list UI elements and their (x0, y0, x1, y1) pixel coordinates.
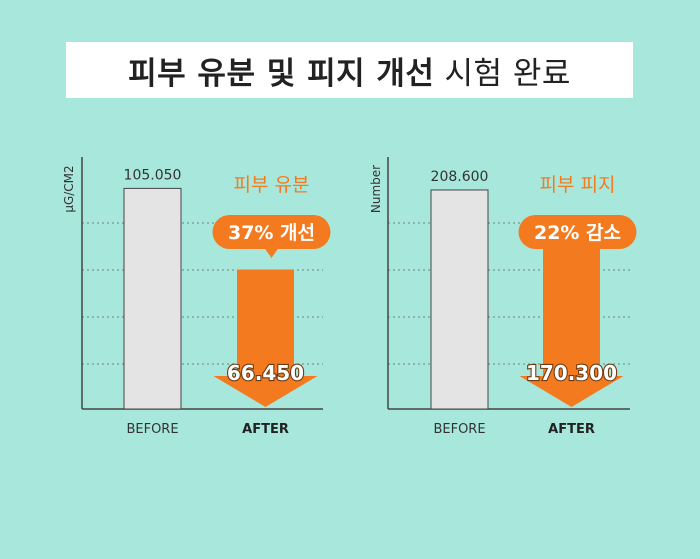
chart2-badge-text: 22% 감소 (534, 222, 621, 244)
chart1-badge-text: 37% 개선 (228, 222, 315, 244)
chart2-badge-pointer (570, 248, 585, 258)
chart2-value-label-after: 170.300 (526, 361, 617, 385)
title-banner: 피부 유분 및 피지 개선 시험 완료 (66, 42, 633, 98)
chart2-badge-bubble (518, 215, 637, 249)
chart1-bar-after (213, 269, 318, 407)
chart1-category-label-after: AFTER (242, 422, 289, 437)
chart2-category-label-before: BEFORE (433, 422, 485, 437)
chart1-annotation-title: 피부 유분 (234, 174, 310, 196)
chart2-value-label-before: 208.600 (431, 169, 489, 185)
chart2-bar-after (519, 230, 624, 407)
chart1-category-label-before: BEFORE (126, 422, 178, 437)
chart1-value-label-after: 66.450 (227, 361, 304, 385)
chart2-y-axis-label: Number (369, 165, 383, 213)
title-bold-text: 피부 유분 및 피지 개선 (128, 55, 435, 92)
chart1-badge-bubble (212, 215, 331, 249)
chart1-badge-pointer (264, 248, 279, 258)
chart2-category-label-after: AFTER (548, 422, 595, 437)
chart2-bar-before (430, 189, 489, 410)
chart2-annotation-title: 피부 피지 (540, 174, 616, 196)
chart1-value-label-before: 105.050 (124, 167, 182, 183)
chart1-y-axis-label: μG/CM2 (62, 165, 76, 212)
title-light-text: 시험 완료 (444, 55, 571, 92)
chart1-bar-before (123, 187, 182, 410)
